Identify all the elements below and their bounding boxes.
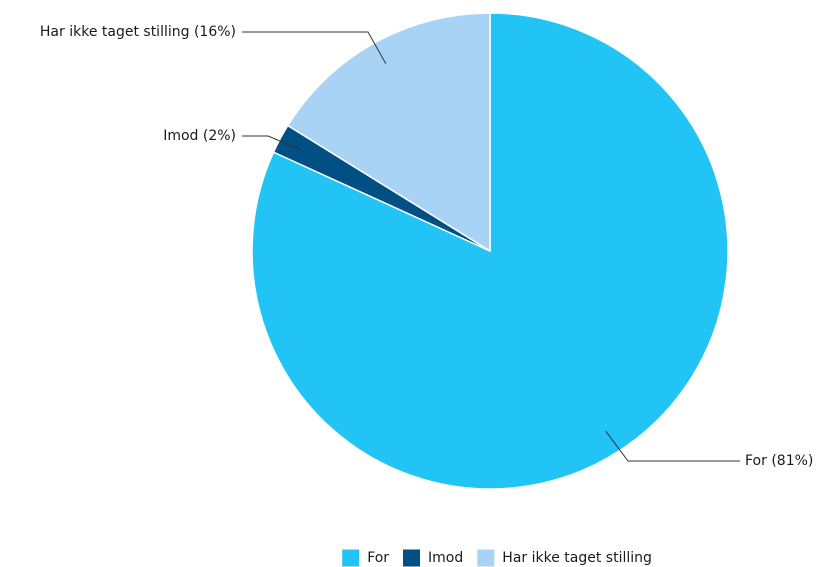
slice-labels: For (81%) Imod (2%) Har ikke taget stillin… — [40, 24, 813, 469]
slice-leader-lines — [242, 31, 740, 462]
slice-label-for: For (81%) — [745, 453, 813, 469]
legend-swatch-for — [342, 549, 360, 567]
leader-line-imod — [242, 135, 302, 151]
slice-label-imod: Imod (2%) — [163, 128, 236, 144]
leader-line-har-ikke-taget-stilling — [242, 31, 387, 65]
legend-label-har-ikke-taget-stilling: Har ikke taget stilling — [502, 550, 652, 566]
legend-swatch-har-ikke-taget-stilling — [477, 549, 495, 567]
legend-label-imod: Imod — [428, 550, 463, 566]
slice-label-har-ikke-taget-stilling: Har ikke taget stilling (16%) — [40, 24, 236, 40]
leader-line-for — [605, 430, 740, 462]
pie-slice-for — [251, 12, 729, 490]
legend-swatch-imod — [403, 549, 420, 567]
legend-label-for: For — [367, 550, 389, 566]
pie-slices — [251, 12, 729, 490]
legend: For Imod Har ikke taget stilling — [342, 549, 652, 567]
